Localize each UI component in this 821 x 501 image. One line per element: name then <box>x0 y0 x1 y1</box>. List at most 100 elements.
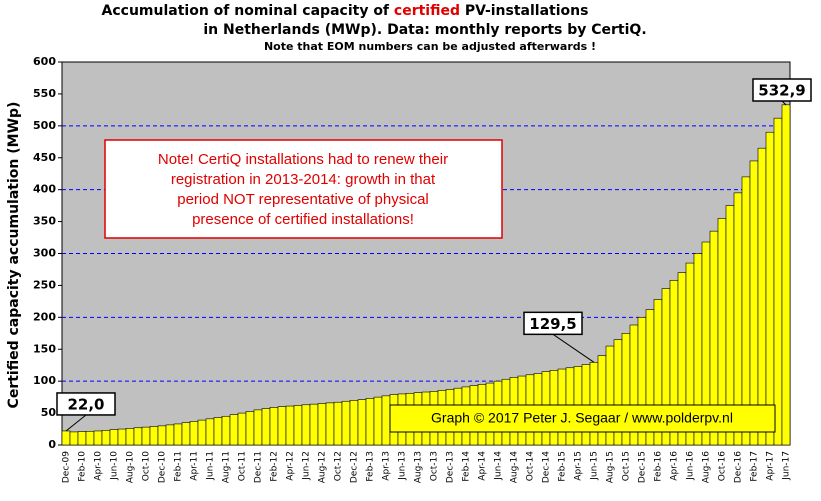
bar <box>165 424 175 446</box>
bar <box>373 396 383 446</box>
x-tick-label: Jun-11 <box>206 451 216 481</box>
x-tick-label: Dec-09 <box>62 451 72 483</box>
subtitle: in Netherlands (MWp). Data: monthly repo… <box>203 22 646 38</box>
x-tick-label: Jun-16 <box>686 451 696 481</box>
y-tick-label: 600 <box>33 55 56 68</box>
callout-line <box>552 333 595 363</box>
bar <box>229 414 239 446</box>
y-tick-label: 400 <box>33 183 56 196</box>
x-tick-label: Feb-10 <box>78 451 88 482</box>
y-tick-label: 550 <box>33 87 56 100</box>
callout-line <box>65 414 87 432</box>
x-tick-label: Aug-10 <box>126 451 136 484</box>
y-tick-label: 350 <box>33 215 56 228</box>
bar <box>381 395 391 446</box>
x-tick-label: Aug-11 <box>222 451 232 483</box>
y-tick-label: 500 <box>33 119 56 132</box>
x-tick-label: Oct-13 <box>430 451 440 481</box>
x-tick-label: Jun-14 <box>494 451 504 481</box>
callout-box <box>752 78 812 102</box>
y-tick-label: 200 <box>33 310 56 323</box>
x-tick-label: Apr-11 <box>190 451 200 481</box>
x-tick-label: Jun-10 <box>110 451 120 481</box>
bar <box>325 402 335 446</box>
bar <box>301 404 311 446</box>
x-tick-label: Apr-13 <box>382 451 392 481</box>
bar <box>173 423 183 446</box>
y-tick-label: 450 <box>33 151 56 164</box>
x-tick-label: Feb-14 <box>462 451 472 482</box>
bar <box>253 409 263 446</box>
bar <box>293 405 303 446</box>
bar <box>117 428 127 446</box>
x-tick-label: Oct-14 <box>526 451 536 482</box>
x-tick-label: Apr-14 <box>478 451 488 481</box>
bar <box>125 428 135 446</box>
x-tick-label: Aug-13 <box>414 451 424 483</box>
y-tick-label: 0 <box>48 438 56 451</box>
bar <box>157 425 167 446</box>
title-part: certified <box>394 3 460 19</box>
x-tick-label: Dec-11 <box>254 451 264 483</box>
x-tick-label: Jun-15 <box>590 451 600 481</box>
bar <box>277 406 287 446</box>
bar <box>589 362 599 446</box>
value-label: 532,9 <box>758 82 805 100</box>
bar <box>317 403 327 446</box>
bar <box>261 408 271 446</box>
bar <box>285 405 295 446</box>
x-tick-label: Jun-17 <box>782 451 792 481</box>
x-tick-label: Apr-10 <box>94 451 104 481</box>
x-tick-label: Dec-16 <box>734 451 744 483</box>
x-tick-label: Jun-12 <box>302 451 312 481</box>
callout-box <box>523 311 583 336</box>
bar <box>141 426 151 446</box>
x-tick-label: Oct-16 <box>718 451 728 482</box>
x-tick-label: Dec-12 <box>350 451 360 483</box>
y-axis-label: Certified capacity accumulation (MWp) <box>6 102 22 409</box>
x-tick-label: Dec-15 <box>638 451 648 483</box>
credit: Graph © 2017 Peter J. Segaar / www.polde… <box>431 410 733 426</box>
x-tick-label: Oct-15 <box>622 451 632 481</box>
bar <box>101 430 111 446</box>
y-tick-label: 50 <box>41 406 57 419</box>
y-tick-label: 250 <box>33 278 56 291</box>
x-tick-label: Apr-16 <box>670 451 680 481</box>
annotation-line: Note! CertiQ installations had to renew … <box>158 151 448 168</box>
y-tick-label: 100 <box>33 374 56 387</box>
bar <box>197 419 207 446</box>
x-tick-label: Oct-10 <box>142 451 152 482</box>
x-tick-label: Feb-13 <box>366 451 376 482</box>
bar <box>341 400 351 446</box>
bar <box>245 411 255 446</box>
bar <box>213 417 223 446</box>
bar <box>221 415 231 446</box>
credit-box <box>389 404 776 433</box>
bar <box>61 430 71 446</box>
bar <box>93 430 103 446</box>
x-tick-label: Feb-17 <box>750 451 760 482</box>
bar <box>757 147 767 446</box>
chart-title: Accumulation of nominal capacity of cert… <box>102 3 589 19</box>
value-label: 129,5 <box>529 315 576 333</box>
bar <box>69 431 79 446</box>
bar <box>189 421 199 446</box>
bar <box>181 422 191 446</box>
x-tick-label: Dec-14 <box>542 451 552 483</box>
bar <box>77 431 87 446</box>
bar <box>349 400 359 446</box>
annotation-line: presence of certified installations! <box>192 211 414 228</box>
x-tick-label: Aug-15 <box>606 451 616 483</box>
x-tick-label: Dec-13 <box>446 451 456 483</box>
bar <box>149 426 159 446</box>
bar <box>85 430 95 446</box>
x-tick-label: Feb-12 <box>270 451 280 482</box>
bar <box>269 407 279 446</box>
value-label: 22,0 <box>67 395 104 413</box>
x-tick-label: Oct-11 <box>238 451 248 481</box>
y-tick-label: 300 <box>33 247 56 260</box>
bar <box>309 403 319 446</box>
x-tick-label: Jun-13 <box>398 451 408 481</box>
